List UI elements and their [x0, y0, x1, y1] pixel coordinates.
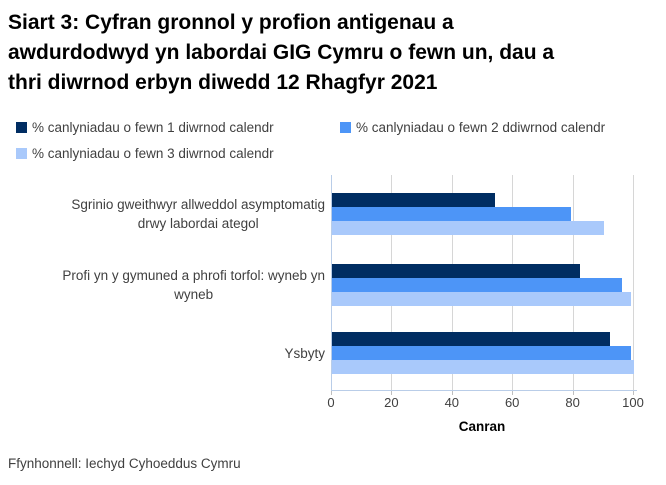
gridline-100	[633, 175, 634, 390]
x-tickmark-100	[633, 391, 634, 395]
x-tick-label-80: 80	[565, 395, 580, 410]
bar-series3-category2	[332, 292, 631, 306]
bar-series3-category3	[332, 360, 634, 374]
source-note: Ffynhonnell: Iechyd Cyhoeddus Cymru	[8, 456, 241, 471]
category-label-1: Sgrinio gweithwyr allweddol asymptomatig…	[71, 195, 325, 233]
bar-series1-category1	[332, 193, 496, 207]
chart-title-line-3: thri diwrnod erbyn diwedd 12 Rhagfyr 202…	[8, 71, 438, 94]
legend-label-2-days: % canlyniadau o fewn 2 ddiwrnod calendr	[356, 119, 606, 135]
x-tick-label-60: 60	[504, 395, 520, 410]
x-tick-label-0: 0	[327, 395, 335, 410]
bar-series2-category1	[332, 207, 571, 221]
bar-series1-category3	[332, 332, 610, 346]
x-tick-label-40: 40	[444, 395, 460, 410]
category-label-line: wyneb	[174, 287, 214, 302]
legend-item-within-1-day: % canlyniadau o fewn 1 diwrnod calendr	[16, 119, 274, 135]
legend-swatch-1-day-icon	[16, 121, 27, 133]
y-axis-line	[331, 175, 332, 390]
bar-series1-category2	[332, 264, 580, 278]
bar-series2-category2	[332, 278, 622, 292]
category-label-3: Ysbyty	[284, 344, 325, 363]
x-tickmark-20	[391, 391, 393, 395]
x-tick-label-100: 100	[622, 395, 644, 410]
chart-title-line-2: awdurdodwyd yn labordai GIG Cymru o fewn…	[8, 41, 555, 64]
x-axis-line	[331, 390, 637, 391]
legend-label-3-days: % canlyniadau o fewn 3 diwrnod calendr	[32, 145, 274, 161]
x-tickmark-40	[451, 391, 453, 395]
category-label-line: Profi yn y gymuned a phrofi torfol: wyne…	[62, 268, 325, 283]
legend-item-within-2-days: % canlyniadau o fewn 2 ddiwrnod calendr	[340, 119, 605, 135]
x-tick-label-20: 20	[384, 395, 399, 410]
x-tickmark-0	[331, 391, 332, 395]
category-label-line: Ysbyty	[284, 345, 325, 361]
chart-title: Siart 3: Cyfran gronnol y profion antige…	[8, 8, 658, 98]
bar-series3-category1	[332, 221, 604, 235]
bar-series2-category3	[332, 346, 631, 360]
category-label-line: Sgrinio gweithwyr allweddol asymptomatig	[71, 197, 325, 212]
category-label-line: drwy labordai ategol	[137, 216, 259, 231]
x-tickmark-80	[572, 391, 574, 395]
x-tickmark-60	[512, 391, 514, 395]
legend-item-within-3-days: % canlyniadau o fewn 3 diwrnod calendr	[16, 145, 274, 161]
legend-swatch-3-days-icon	[16, 147, 27, 159]
legend-swatch-2-days-icon	[340, 121, 351, 133]
x-axis-title: Canran	[458, 419, 506, 434]
legend-label-1-day: % canlyniadau o fewn 1 diwrnod calendr	[32, 119, 274, 135]
category-label-2: Profi yn y gymuned a phrofi torfol: wyne…	[62, 266, 325, 304]
chart-title-line-1: Siart 3: Cyfran gronnol y profion antige…	[8, 11, 454, 34]
